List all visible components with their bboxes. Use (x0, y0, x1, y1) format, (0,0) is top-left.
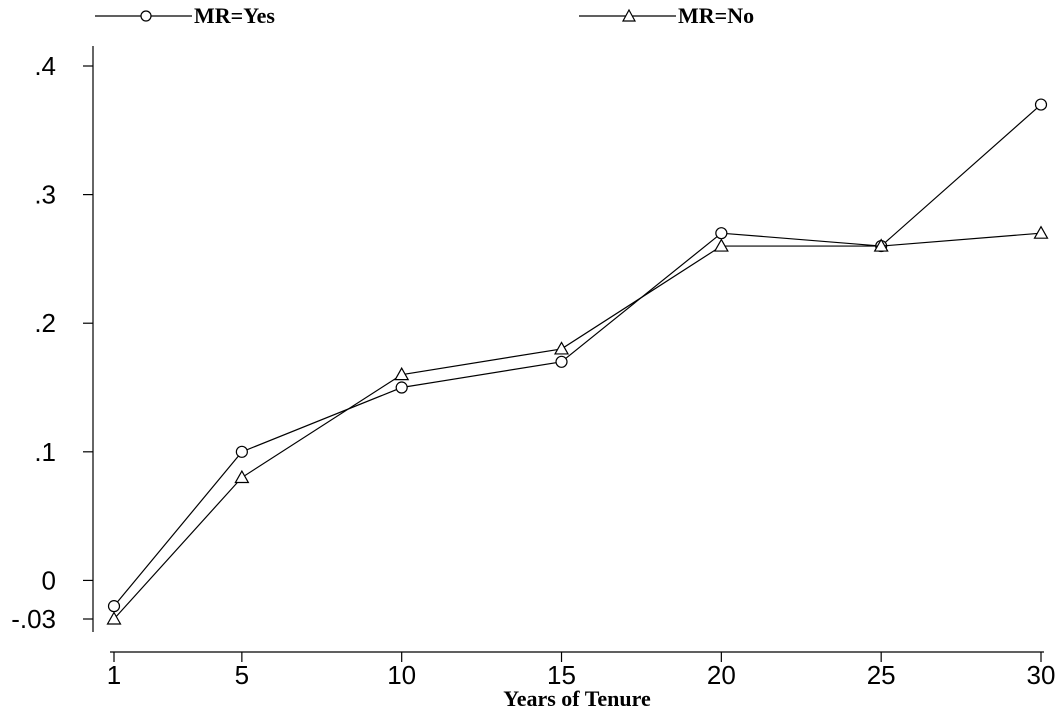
y-tick-label-0: 0 (42, 565, 56, 595)
x-axis-ticks: 1 5 10 15 20 25 30 (107, 652, 1056, 690)
legend-entry-mr-yes: MR=Yes (95, 3, 275, 28)
data-point-mr-no-x20 (713, 238, 729, 252)
series-line-mr-no (113, 232, 1042, 620)
x-tick-label-5: 5 (235, 660, 249, 690)
data-point-mr-no-x5 (234, 469, 250, 484)
data-point-mr-yes-x20 (715, 227, 728, 240)
y-tick-label-4: .4 (34, 51, 56, 81)
y-axis-ticks: -.03 0 .1 .2 .3 .4 (11, 51, 93, 634)
plot-area (106, 98, 1049, 625)
data-point-mr-yes-x15 (555, 355, 568, 368)
legend-label-mr-yes: MR=Yes (194, 3, 275, 28)
x-tick-label-15: 15 (547, 660, 576, 690)
x-tick-label-1: 1 (107, 660, 121, 690)
x-tick-label-20: 20 (707, 660, 736, 690)
data-point-mr-yes-x10 (395, 381, 408, 394)
data-point-mr-no-x1 (106, 611, 122, 625)
data-point-mr-yes-x30 (1034, 98, 1048, 111)
data-point-mr-yes-x5 (235, 445, 248, 458)
x-tick-label-10: 10 (387, 660, 416, 690)
y-tick-label-03: -.03 (11, 604, 56, 634)
x-tick-label-30: 30 (1027, 660, 1056, 690)
data-point-mr-yes-x1 (107, 600, 121, 613)
series-mr-yes (107, 98, 1048, 613)
y-tick-label-2: .2 (34, 308, 56, 338)
legend-marker-mr-no (621, 8, 637, 22)
legend-entry-mr-no: MR=No (579, 3, 754, 28)
legend-marker-mr-yes (140, 10, 152, 22)
series-mr-no (106, 225, 1049, 625)
legend-label-mr-no: MR=No (678, 3, 754, 28)
y-tick-label-3: .3 (34, 180, 56, 210)
legend: MR=Yes MR=No (95, 3, 754, 28)
y-tick-label-1: .1 (34, 437, 56, 467)
data-point-mr-no-x10 (394, 366, 410, 381)
x-tick-label-25: 25 (867, 660, 896, 690)
data-point-mr-no-x15 (553, 341, 570, 355)
x-axis-title: Years of Tenure (503, 686, 651, 711)
data-point-mr-no-x30 (1033, 225, 1049, 239)
data-point-mr-no-x25 (873, 238, 889, 252)
series-line-mr-yes (113, 104, 1042, 607)
axes: -.030.1.2.3.4 1 5 10 15 20 25 30 (11, 46, 1055, 690)
